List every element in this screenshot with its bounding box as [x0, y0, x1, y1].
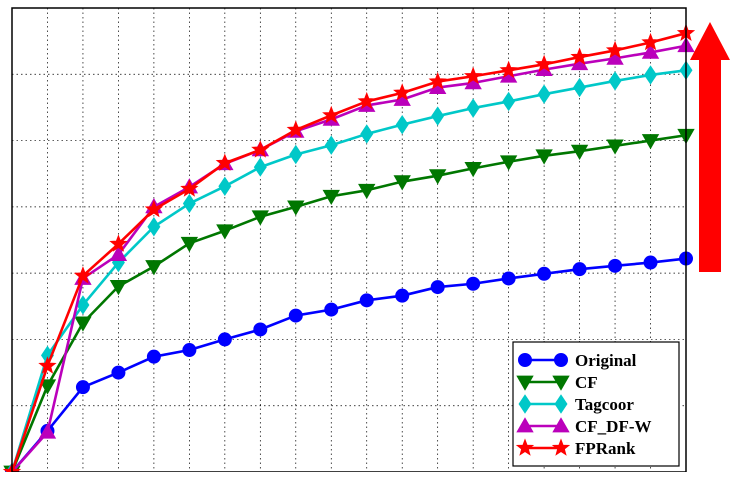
data-point-original	[359, 293, 374, 308]
data-point-tagcoor	[502, 91, 516, 112]
legend-label-cf: CF	[575, 373, 598, 392]
data-point-cf	[464, 162, 482, 178]
legend-marker-cf-df-w	[516, 417, 534, 433]
data-point-cf	[428, 169, 447, 185]
legend: Original CF Tagcoor CF_DF-W FPRank	[512, 341, 680, 467]
data-point-fprank	[570, 47, 589, 65]
legend-label-cf-df-w: CF_DF-W	[575, 417, 651, 436]
data-point-original	[324, 302, 339, 317]
data-point-cf	[287, 200, 305, 216]
legend-marker-fprank	[551, 438, 571, 456]
data-point-fprank	[393, 83, 412, 101]
data-point-cf	[570, 144, 589, 160]
data-point-tagcoor	[147, 217, 161, 237]
series-tagcoor	[5, 60, 693, 477]
data-point-cf	[74, 316, 92, 332]
data-point-original	[253, 322, 268, 337]
data-point-cf-df-w	[606, 49, 624, 65]
legend-marker-cf	[516, 375, 534, 391]
data-point-original	[430, 280, 445, 295]
data-point-tagcoor	[644, 65, 658, 85]
data-point-cf-df-w	[109, 245, 128, 261]
data-point-fprank	[322, 105, 341, 124]
data-point-tagcoor	[537, 84, 551, 104]
series-layer	[2, 23, 696, 477]
data-point-original	[288, 308, 303, 323]
data-point-fprank	[109, 234, 128, 252]
data-point-tagcoor	[76, 295, 90, 315]
data-point-cf	[216, 224, 234, 240]
data-point-fprank	[605, 40, 625, 59]
data-point-cf-df-w	[38, 423, 57, 439]
data-point-tagcoor	[360, 124, 374, 144]
legend-marker-fprank	[515, 438, 535, 456]
data-point-tagcoor	[466, 98, 480, 118]
legend-marker-original	[518, 353, 532, 367]
data-point-cf	[251, 210, 270, 226]
data-point-tagcoor	[182, 193, 196, 214]
data-point-tagcoor	[608, 71, 622, 91]
series-cf	[3, 128, 695, 477]
legend-label-tagcoor: Tagcoor	[575, 395, 634, 414]
legend-marker-cf-df-w	[552, 417, 570, 433]
data-point-fprank	[534, 54, 554, 73]
data-point-tagcoor	[324, 135, 338, 155]
data-point-original	[395, 288, 410, 303]
data-point-original	[466, 276, 481, 291]
data-point-fprank	[428, 71, 447, 90]
data-point-original	[501, 271, 516, 286]
data-point-original	[643, 255, 658, 270]
data-point-cf	[641, 134, 660, 150]
data-point-cf	[358, 183, 376, 200]
data-point-cf	[180, 236, 199, 253]
legend-marker-original	[554, 353, 568, 367]
data-point-tagcoor	[395, 114, 409, 135]
data-point-fprank	[641, 32, 660, 51]
data-point-cf	[322, 189, 340, 206]
legend-marker-tagcoor	[518, 394, 532, 414]
data-point-original	[572, 262, 587, 277]
data-point-tagcoor	[289, 144, 303, 165]
data-point-cf	[393, 175, 411, 191]
series-fprank	[2, 23, 696, 477]
data-point-cf-df-w	[641, 43, 660, 59]
data-point-fprank	[357, 91, 376, 110]
legend-label-original: Original	[575, 351, 637, 370]
data-point-tagcoor	[573, 77, 587, 98]
data-point-cf	[145, 260, 163, 276]
data-point-tagcoor	[253, 157, 267, 177]
data-point-cf	[109, 280, 128, 296]
up-arrow-icon	[690, 22, 730, 272]
data-point-cf	[606, 139, 624, 155]
legend-label-fprank: FPRank	[575, 439, 636, 458]
data-point-fprank	[38, 356, 57, 374]
legend-marker-tagcoor	[554, 394, 568, 414]
data-point-fprank	[73, 266, 93, 284]
data-point-fprank	[215, 153, 235, 171]
data-point-original	[75, 380, 90, 395]
data-point-original	[217, 332, 232, 347]
data-point-fprank	[286, 120, 305, 138]
series-line-fprank	[10, 31, 687, 473]
data-point-original	[608, 258, 623, 273]
legend-marker-cf	[552, 375, 570, 391]
data-point-tagcoor	[431, 106, 445, 126]
data-point-fprank	[463, 66, 483, 85]
data-point-original	[146, 349, 161, 364]
data-point-fprank	[499, 60, 518, 79]
data-point-cf	[499, 155, 518, 171]
data-point-cf	[535, 149, 553, 165]
data-point-cf	[38, 379, 57, 395]
data-point-fprank	[180, 179, 199, 197]
series-line-cf-df-w	[11, 44, 687, 473]
data-point-tagcoor	[218, 176, 232, 197]
data-point-fprank	[144, 199, 164, 218]
data-point-original	[537, 266, 552, 281]
data-point-original	[182, 343, 197, 358]
data-point-original	[111, 365, 126, 380]
data-point-fprank	[251, 140, 270, 158]
